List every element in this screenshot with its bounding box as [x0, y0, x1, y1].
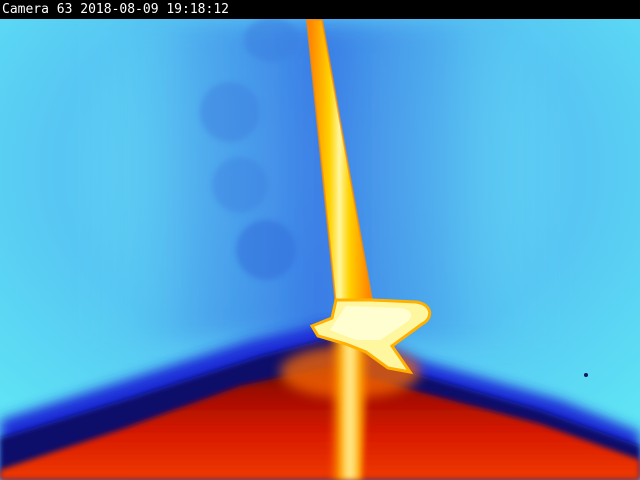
camera-timestamp-text: Camera 63 2018-08-09 19:18:12 [2, 2, 229, 17]
cold-spots [200, 18, 300, 280]
timestamp-bar [0, 0, 640, 19]
speck [584, 373, 588, 377]
hot-rod [307, 20, 372, 306]
hot-star-core [330, 306, 412, 340]
hot-plume [328, 330, 372, 480]
warm-floor [0, 366, 640, 480]
